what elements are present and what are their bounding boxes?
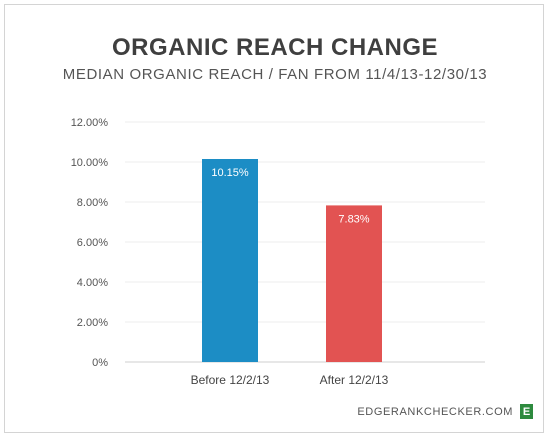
y-axis-ticks: 0% 2.00% 4.00% 6.00% 8.00% 10.00% 12.00% (71, 117, 109, 369)
footer: EDGERANKCHECKER.COM E (357, 403, 533, 420)
y-tick-label: 10.00% (71, 157, 109, 169)
edgerank-logo-icon: E (520, 404, 533, 419)
y-tick-label: 2.00% (77, 317, 108, 329)
site-name: EDGERANKCHECKER.COM (357, 405, 513, 418)
y-tick-label: 0% (92, 357, 108, 369)
y-tick-label: 8.00% (77, 197, 108, 209)
bar (202, 159, 258, 362)
data-label: 10.15% (211, 167, 249, 179)
bars: 10.15% 7.83% (202, 159, 382, 362)
data-label: 7.83% (338, 213, 369, 225)
y-tick-label: 12.00% (71, 117, 109, 129)
x-tick-label: After 12/2/13 (320, 373, 389, 387)
chart-title: ORGANIC REACH CHANGE (111, 34, 438, 61)
gridlines (125, 121, 485, 363)
y-tick-label: 6.00% (77, 237, 108, 249)
y-tick-label: 4.00% (77, 277, 108, 289)
x-axis-ticks: Before 12/2/13 After 12/2/13 (191, 373, 389, 387)
bar (326, 205, 382, 362)
x-tick-label: Before 12/2/13 (191, 373, 270, 387)
chart-subtitle: MEDIAN ORGANIC REACH / FAN FROM 11/4/13-… (62, 66, 488, 83)
